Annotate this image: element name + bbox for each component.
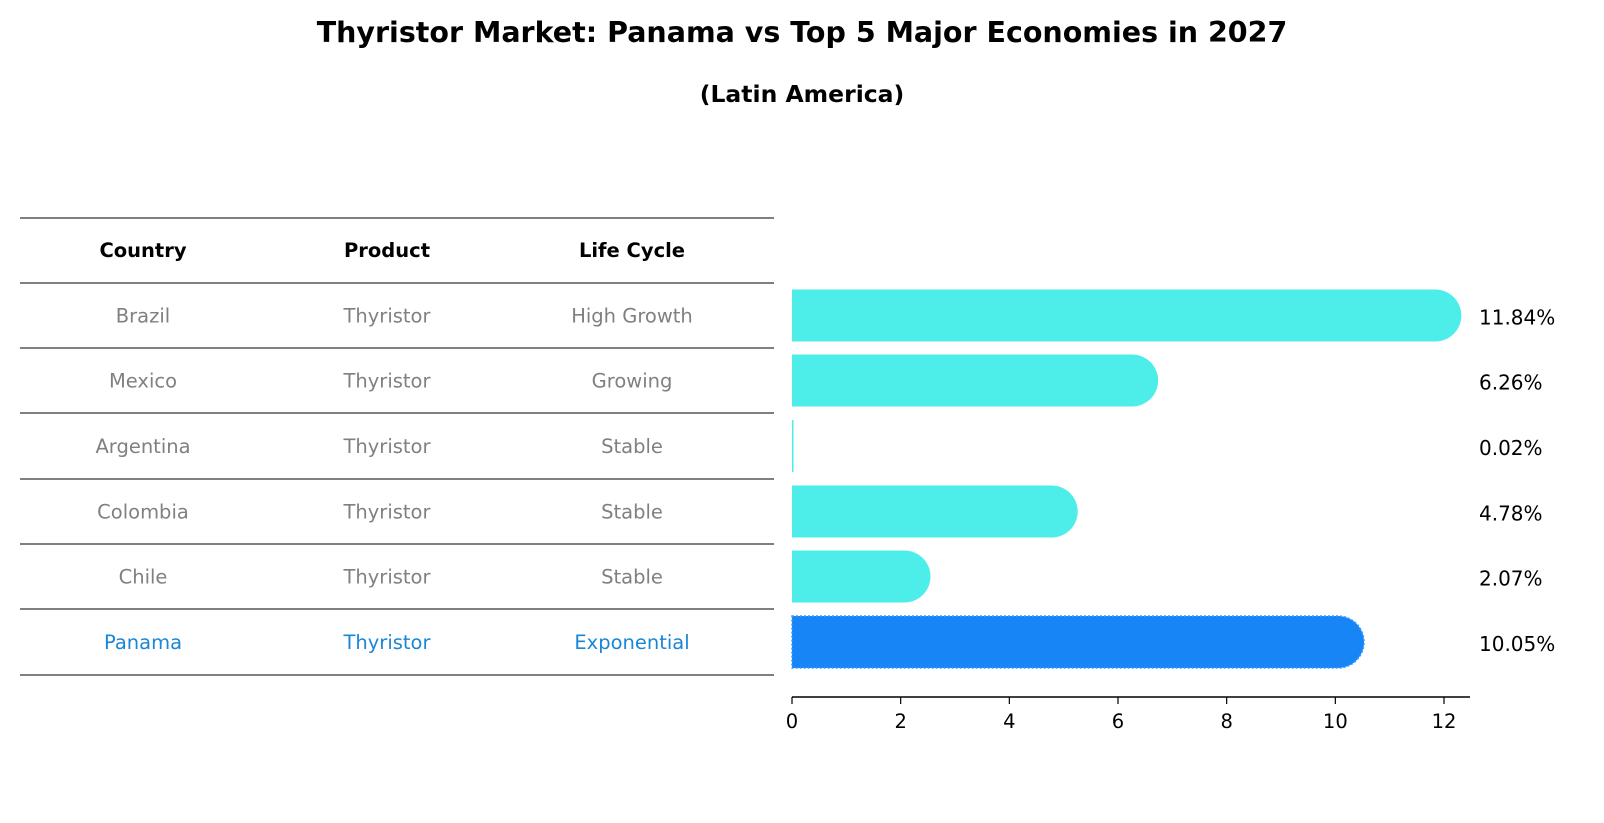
x-tick-label: 4	[1003, 710, 1015, 733]
value-label-mexico: 6.26%	[1479, 371, 1543, 395]
table-cell-country: Argentina	[95, 435, 190, 458]
table-cell-product: Thyristor	[343, 305, 432, 328]
table-cell-life-cycle: Growing	[592, 370, 673, 393]
x-axis: 0 2 4 6 8 10 12	[786, 696, 1470, 733]
value-label-brazil: 11.84%	[1479, 306, 1555, 330]
x-tick-label: 0	[786, 710, 798, 733]
bar-colombia	[792, 485, 1078, 538]
chart-title: Thyristor Market: Panama vs Top 5 Major …	[316, 16, 1288, 49]
bar-chile	[792, 550, 931, 603]
value-label-argentina: 0.02%	[1479, 436, 1543, 460]
table-cell-product: Thyristor	[343, 501, 432, 524]
bar-mexico	[792, 354, 1159, 407]
value-label-colombia: 4.78%	[1479, 502, 1543, 526]
table-cell-country: Mexico	[109, 370, 177, 393]
x-tick-label: 10	[1323, 710, 1348, 733]
table-cell-life-cycle: High Growth	[571, 305, 693, 328]
bar-panama	[791, 615, 1365, 669]
table-cell-product: Thyristor	[343, 435, 432, 458]
table-cell-product: Thyristor	[343, 631, 432, 654]
table-cell-life-cycle: Exponential	[574, 631, 689, 654]
value-labels: 11.84% 6.26% 0.02% 4.78% 2.07% 10.05%	[1479, 306, 1555, 657]
value-label-panama: 10.05%	[1479, 632, 1555, 656]
table-cell-product: Thyristor	[343, 370, 432, 393]
chart-subtitle: (Latin America)	[699, 80, 905, 108]
table-header-product: Product	[344, 239, 430, 262]
table: Country Product Life Cycle Brazil Thyristor H…	[20, 217, 774, 676]
value-label-chile: 2.07%	[1479, 567, 1543, 591]
table-cell-life-cycle: Stable	[601, 501, 663, 524]
table-cell-life-cycle: Stable	[601, 435, 663, 458]
table-cell-life-cycle: Stable	[601, 566, 663, 589]
table-header-life-cycle: Life Cycle	[579, 239, 685, 262]
x-tick-label: 12	[1432, 710, 1457, 733]
table-cell-product: Thyristor	[343, 566, 432, 589]
table-cell-country: Brazil	[116, 305, 170, 328]
table-cell-country: Colombia	[97, 501, 189, 524]
table-cell-country: Chile	[119, 566, 168, 589]
x-tick-label: 6	[1112, 710, 1124, 733]
bar-brazil	[792, 289, 1462, 342]
bar-argentina	[792, 420, 794, 472]
table-header-country: Country	[99, 239, 186, 262]
x-tick-label: 8	[1220, 710, 1232, 733]
x-tick-label: 2	[894, 710, 906, 733]
table-cell-country: Panama	[104, 631, 182, 654]
bar-series	[791, 289, 1462, 669]
